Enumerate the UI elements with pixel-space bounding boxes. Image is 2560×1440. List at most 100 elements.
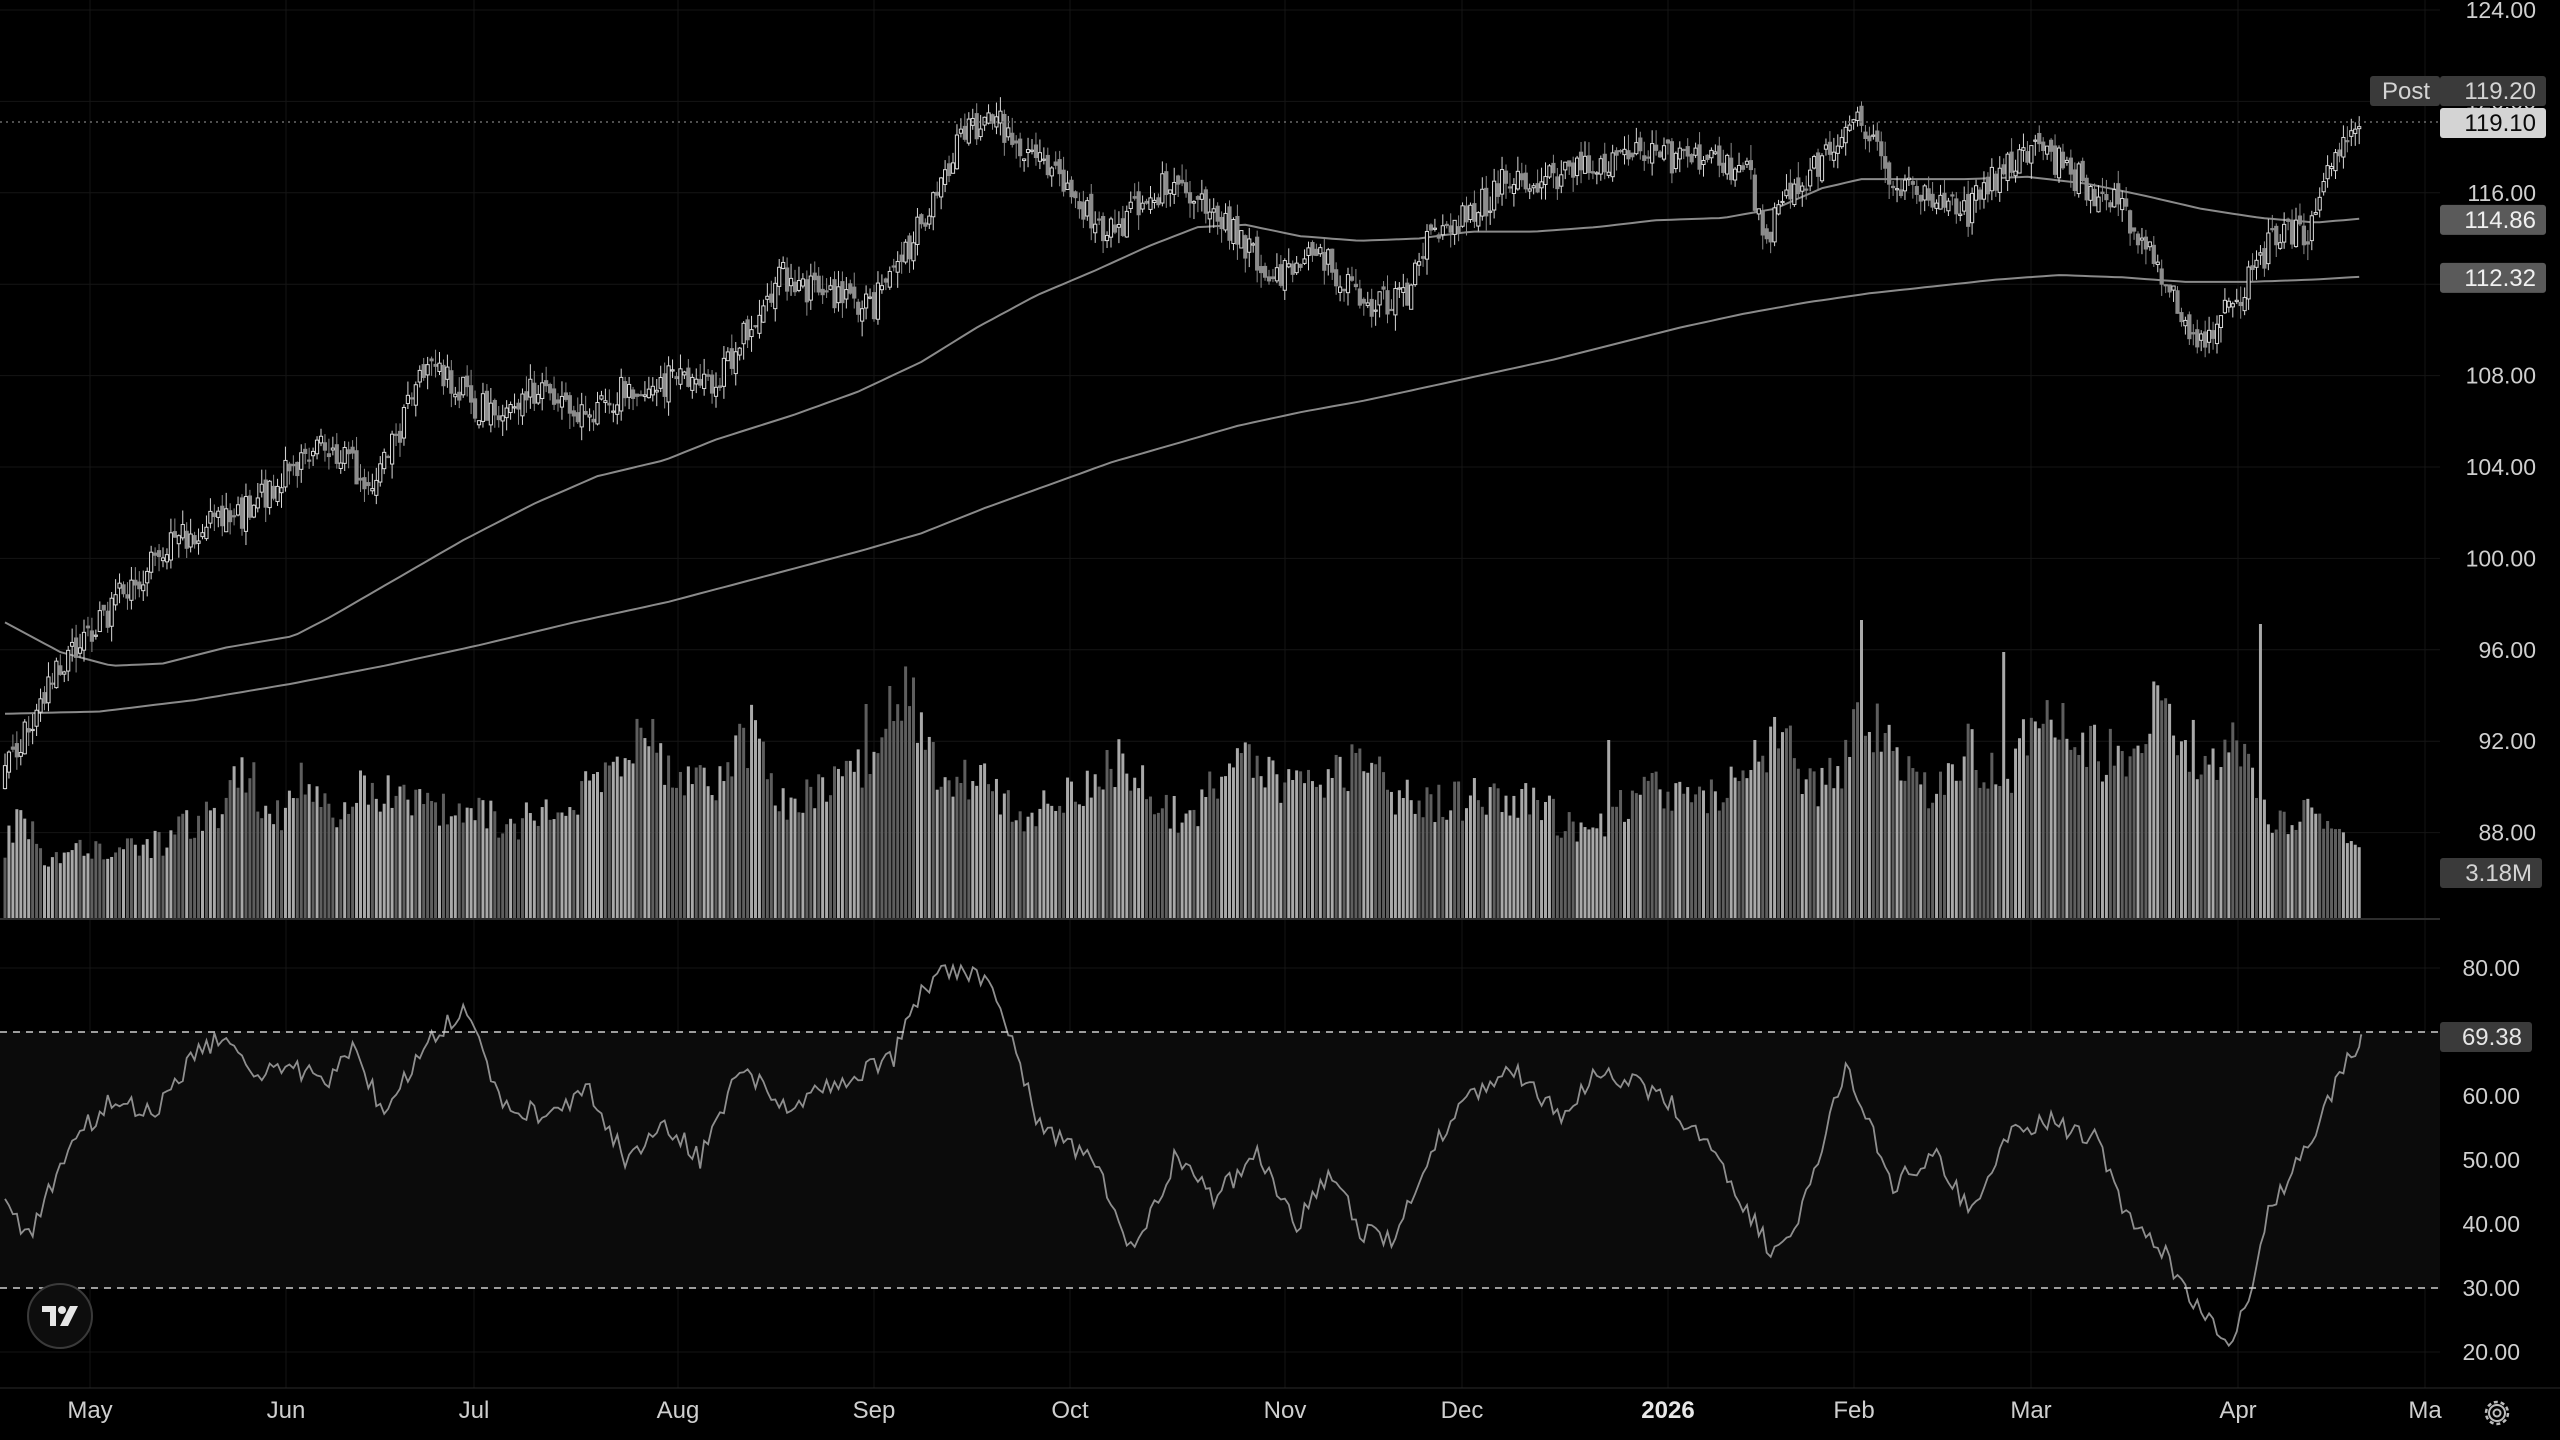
candle-body bbox=[1484, 187, 1489, 217]
tradingview-logo[interactable] bbox=[27, 1283, 93, 1349]
candle-body bbox=[1602, 153, 1607, 173]
volume-bar bbox=[2041, 723, 2045, 920]
volume-bar bbox=[769, 773, 773, 920]
candle-body bbox=[2112, 189, 2117, 208]
volume-bar bbox=[1512, 795, 1516, 920]
volume-bar bbox=[1168, 828, 1172, 920]
candle-body bbox=[1784, 189, 1789, 197]
candle-body bbox=[2072, 169, 2077, 192]
volume-bar bbox=[2251, 767, 2255, 920]
price-tick-label: 92.00 bbox=[2478, 728, 2536, 754]
candle-body bbox=[887, 270, 892, 288]
volume-bar bbox=[62, 852, 66, 920]
volume-bar bbox=[1160, 808, 1164, 920]
volume-bar bbox=[1788, 725, 1792, 920]
volume-bar bbox=[2010, 792, 2014, 920]
volume-bar bbox=[1547, 795, 1551, 920]
last-price-badge: 119.10 bbox=[2464, 110, 2536, 137]
volume-bar bbox=[374, 798, 378, 920]
volume-bar bbox=[1721, 802, 1725, 920]
volume-bar bbox=[287, 790, 291, 920]
candle-body bbox=[58, 665, 63, 675]
candle-body bbox=[1456, 226, 1461, 234]
volume-bar bbox=[1492, 783, 1496, 920]
time-tick-label: Jul bbox=[459, 1397, 490, 1424]
candle-body bbox=[10, 746, 16, 750]
candle-body bbox=[342, 447, 347, 464]
volume-bar bbox=[1500, 812, 1504, 920]
volume-bar bbox=[738, 723, 742, 920]
candle-body bbox=[721, 357, 726, 387]
volume-bar bbox=[2306, 798, 2310, 920]
candle-body bbox=[520, 393, 525, 417]
candle-body bbox=[354, 450, 359, 485]
candle-body bbox=[2195, 329, 2200, 348]
candle-body bbox=[89, 630, 95, 642]
candle-body bbox=[1981, 182, 1987, 200]
candle-body bbox=[204, 526, 209, 540]
volume-bar bbox=[125, 838, 129, 920]
volume-bar bbox=[1615, 806, 1619, 920]
volume-bar bbox=[1579, 822, 1583, 920]
candle-body bbox=[1164, 171, 1169, 196]
time-tick-label: Ma bbox=[2408, 1397, 2442, 1424]
candle-body bbox=[2270, 228, 2275, 231]
candle-body bbox=[1902, 179, 1908, 192]
candle-body bbox=[220, 505, 225, 527]
candle-body bbox=[1199, 193, 1204, 200]
candle-body bbox=[1665, 139, 1671, 144]
volume-bar bbox=[1137, 788, 1141, 920]
volume-bar bbox=[1800, 794, 1804, 920]
volume-bar bbox=[1401, 798, 1405, 920]
volume-bar bbox=[137, 855, 141, 920]
volume-bar bbox=[1062, 812, 1066, 920]
volume-bar bbox=[307, 784, 311, 920]
candle-body bbox=[1922, 185, 1927, 201]
volume-bar bbox=[544, 799, 548, 920]
volume-bar bbox=[1342, 787, 1346, 920]
candle-body bbox=[1582, 155, 1588, 174]
volume-bar bbox=[892, 721, 896, 920]
candle-body bbox=[749, 329, 754, 338]
candle-body bbox=[1717, 145, 1722, 166]
candle-body bbox=[81, 631, 87, 651]
candle-body bbox=[2274, 225, 2279, 246]
candle-body bbox=[1934, 202, 1939, 209]
volume-bar bbox=[319, 807, 323, 920]
settings-gear-icon[interactable] bbox=[2478, 1394, 2516, 1432]
candle-body bbox=[437, 362, 442, 372]
time-tick-label: Sep bbox=[853, 1397, 896, 1424]
time-axis[interactable]: May Jun Jul Aug Sep Oct Nov Dec 2026 Feb Mar Apr Ma bbox=[67, 1397, 2442, 1424]
candle-body bbox=[496, 415, 501, 421]
volume-bar bbox=[805, 779, 809, 920]
volume-bar bbox=[1449, 810, 1453, 920]
volume-bar bbox=[2207, 764, 2211, 920]
volume-bar bbox=[1666, 791, 1670, 920]
candle-body bbox=[674, 376, 679, 380]
volume-bar bbox=[1781, 732, 1784, 920]
volume-bar bbox=[1239, 753, 1243, 920]
volume-bar bbox=[1212, 788, 1216, 920]
candle-body bbox=[326, 453, 331, 458]
volume-bar bbox=[1571, 821, 1575, 920]
candle-body bbox=[2214, 323, 2220, 345]
volume-bar bbox=[2341, 832, 2345, 920]
volume-bar bbox=[1623, 821, 1626, 920]
candle-body bbox=[1393, 288, 1398, 316]
candle-body bbox=[141, 584, 146, 592]
candle-body bbox=[1345, 274, 1351, 294]
candle-body bbox=[982, 116, 987, 126]
rsi-value-badge-bg bbox=[2440, 1021, 2532, 1052]
volume-bar bbox=[1705, 813, 1709, 920]
volume-bar bbox=[355, 802, 359, 920]
volume-bar bbox=[2081, 732, 2085, 920]
volume-bar bbox=[1089, 797, 1093, 920]
volume-bar bbox=[1164, 794, 1168, 920]
candle-body bbox=[1140, 202, 1145, 210]
volume-bar bbox=[1567, 812, 1571, 920]
volume-bar bbox=[1931, 802, 1935, 920]
candle-body bbox=[1563, 161, 1568, 171]
volume-bar bbox=[252, 762, 256, 920]
